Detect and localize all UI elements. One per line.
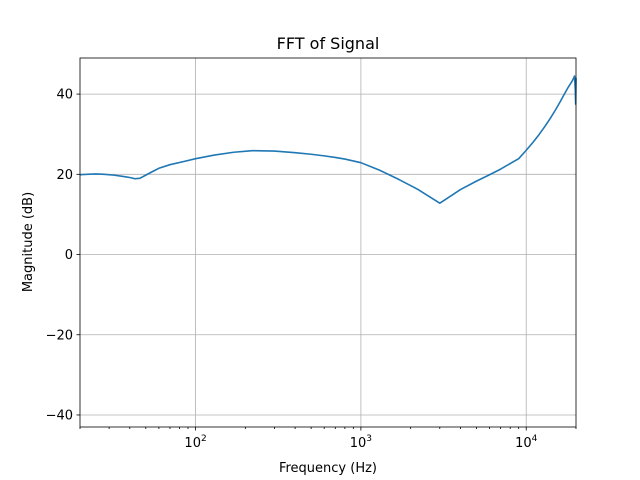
chart-title: FFT of Signal — [277, 34, 380, 53]
plot-frame — [79, 57, 577, 428]
x-axis-label: Frequency (Hz) — [279, 461, 377, 476]
y-tick-label: 0 — [65, 248, 73, 263]
grid-lines — [80, 58, 576, 427]
y-tick-label: 20 — [56, 168, 73, 183]
y-tick-label: −20 — [46, 328, 73, 343]
x-tick-label: 103 — [350, 434, 372, 451]
y-ticks: 40 20 0 −20 −40 — [46, 88, 80, 423]
y-axis-label: Magnitude (dB) — [21, 192, 36, 292]
x-ticks: 102 103 104 — [79, 427, 577, 451]
x-tick-label: 102 — [184, 434, 206, 451]
y-tick-label: −40 — [46, 408, 73, 423]
y-tick-label: 40 — [56, 88, 73, 103]
x-tick-label: 104 — [515, 434, 538, 451]
series-line — [79, 75, 577, 204]
series-layer — [79, 75, 577, 204]
